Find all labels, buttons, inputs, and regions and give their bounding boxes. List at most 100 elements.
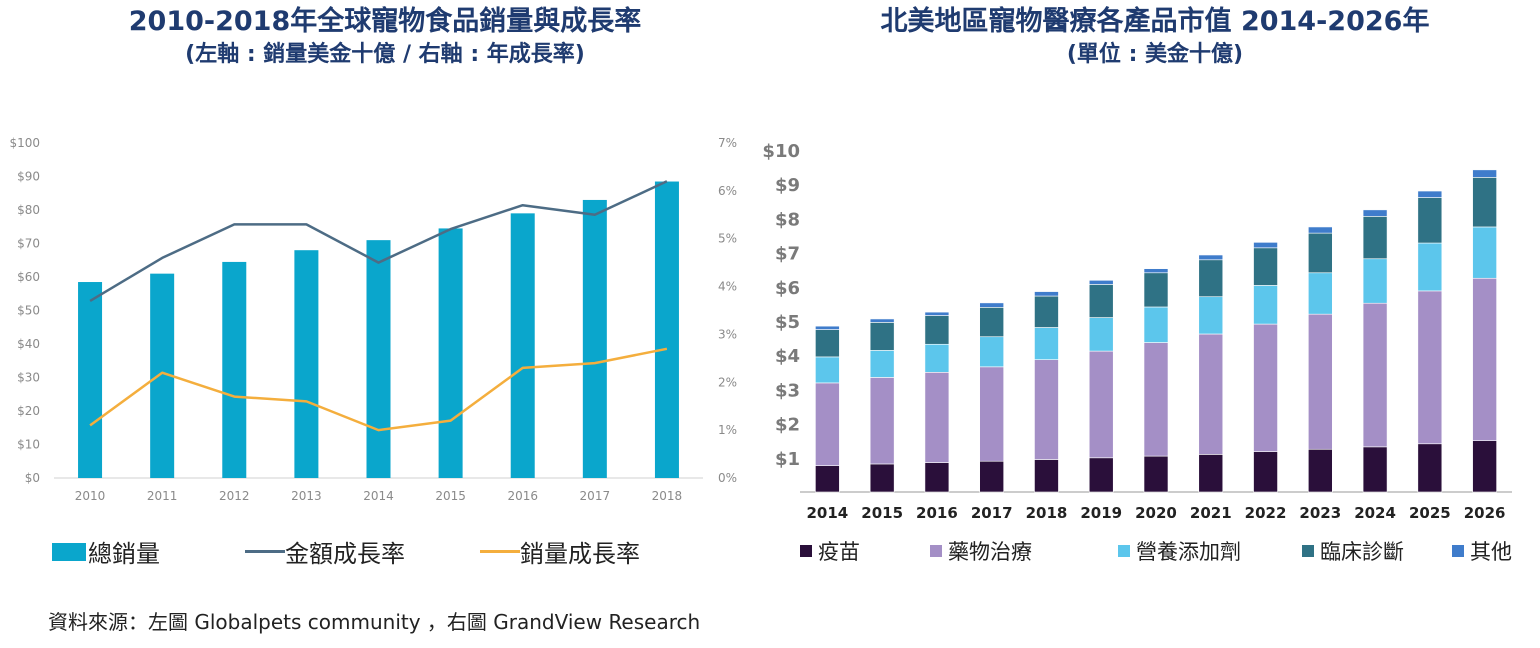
x-tick-label: 2011 (147, 489, 178, 503)
stacked-bar-segment-2 (1308, 313, 1333, 450)
stacked-bar-segment-3 (1198, 296, 1224, 335)
right-y-tick-label: 1% (718, 423, 737, 437)
x-tick-label: 2017 (580, 489, 611, 503)
legend-item-vaccine: 疫苗 (800, 536, 860, 566)
y-tick-label: $10 (762, 141, 800, 162)
left-y-tick-label: $60 (17, 270, 40, 284)
legend-label-vaccine: 疫苗 (818, 540, 860, 564)
legend-label-value-growth: 金額成長率 (285, 540, 405, 568)
left-y-tick-label: $80 (17, 203, 40, 217)
bar-total-sales (78, 282, 103, 478)
left-y-tick-label: $70 (17, 237, 40, 251)
stacked-bar-segment-1 (815, 465, 840, 493)
legend-swatch-total-sales (52, 542, 86, 561)
stacked-bar-segment-3 (1362, 258, 1388, 304)
bar-total-sales (510, 213, 535, 478)
bar-total-sales (294, 250, 319, 478)
stacked-bar-segment-5 (1472, 169, 1497, 178)
x-tick-label: 2019 (1080, 504, 1122, 522)
x-tick-label: 2013 (291, 489, 322, 503)
left-y-tick-label: $0 (25, 471, 40, 485)
right-y-tick-label: 4% (718, 280, 737, 294)
legend-swatch-medication (930, 545, 942, 557)
stacked-bar-segment-2 (1198, 333, 1224, 455)
stacked-bar-segment-4 (1088, 284, 1114, 318)
x-tick-label: 2012 (219, 489, 250, 503)
legend-item-total-sales: 總銷量 (52, 534, 160, 569)
stacked-bar-segment-3 (1253, 285, 1278, 325)
stacked-bar-segment-1 (1034, 459, 1059, 493)
x-tick-label: 2015 (861, 504, 903, 522)
stacked-bar-segment-5 (1034, 291, 1059, 297)
y-tick-label: $4 (775, 346, 800, 367)
stacked-bar-segment-1 (1143, 455, 1169, 493)
stacked-bar-segment-1 (1417, 443, 1443, 493)
legend-swatch-other (1452, 545, 1464, 557)
stacked-bar-segment-5 (924, 311, 950, 316)
legend-swatch-volume-growth (480, 550, 520, 553)
stacked-bar-segment-2 (1088, 350, 1114, 459)
stacked-bar-segment-4 (1198, 259, 1224, 298)
legend-label-supplements: 營養添加劑 (1136, 540, 1241, 564)
line-value-growth (89, 180, 668, 302)
stacked-bar-segment-2 (1417, 290, 1443, 445)
stacked-bar-segment-4 (869, 322, 895, 351)
right-y-tick-label: 7% (718, 136, 737, 150)
stacked-bar-segment-2 (979, 366, 1004, 462)
x-tick-label: 2020 (1135, 504, 1177, 522)
bar-total-sales (654, 181, 679, 478)
right-y-tick-label: 5% (718, 232, 737, 246)
left-y-tick-label: $20 (17, 404, 40, 418)
bar-total-sales (366, 240, 391, 478)
stacked-bar-segment-4 (924, 315, 950, 345)
stacked-bar-segment-5 (815, 325, 840, 330)
right-chart-subtitle: (單位 : 美金十億) (1066, 42, 1244, 67)
legend-label-medication: 藥物治療 (948, 540, 1032, 564)
x-tick-label: 2016 (507, 489, 538, 503)
stacked-bar-segment-3 (1308, 272, 1333, 315)
left-y-tick-label: $40 (17, 337, 40, 351)
stacked-bar-segment-2 (1143, 342, 1169, 457)
legend-item-supplements: 營養添加劑 (1118, 536, 1241, 566)
stacked-bar-segment-1 (1198, 454, 1224, 493)
stacked-bar-segment-5 (869, 318, 895, 323)
stacked-bar-segment-3 (924, 343, 950, 373)
left-y-tick-label: $50 (17, 304, 40, 318)
legend-label-total-sales: 總銷量 (88, 540, 160, 568)
stacked-bar-segment-1 (1253, 451, 1278, 493)
stacked-bar-segment-5 (1143, 268, 1169, 274)
x-tick-label: 2023 (1299, 504, 1341, 522)
bar-total-sales (582, 199, 607, 478)
left-chart-plot: $0 $10 $20 $30 $40 $50 $60 $70 $80 $90 $100 0% 1% 2% 3… (9, 136, 737, 503)
stacked-bar-segment-3 (869, 350, 895, 378)
left-chart-title-block: 2010-2018年全球寵物食品銷量與成長率 (左軸 : 銷量美金十億 / 右軸… (0, 4, 770, 70)
stacked-bar-segment-1 (924, 462, 950, 493)
right-y-tick-label: 6% (718, 184, 737, 198)
stacked-bar-segment-2 (1472, 277, 1497, 441)
right-y-tick-label: 0% (718, 471, 737, 485)
legend-item-diagnostics: 臨床診斷 (1302, 536, 1404, 566)
stacked-bar-segment-1 (869, 463, 895, 493)
x-tick-label: 2021 (1190, 504, 1232, 522)
stacked-bar-segment-5 (1198, 254, 1224, 261)
stacked-bar-segment-5 (979, 302, 1004, 308)
stacked-bar-segment-5 (1308, 226, 1333, 234)
legend-item-volume-growth: 銷量成長率 (480, 534, 640, 569)
left-y-tick-label: $90 (17, 170, 40, 184)
x-tick-label: 2015 (435, 489, 466, 503)
y-tick-label: $1 (775, 449, 800, 470)
x-tick-label: 2025 (1409, 504, 1451, 522)
stacked-bar-segment-5 (1088, 280, 1114, 285)
stacked-bar-segment-4 (815, 329, 840, 358)
stacked-bar-segment-1 (1308, 448, 1333, 493)
stacked-bar-segment-2 (869, 377, 895, 465)
stacked-bar-segment-4 (979, 307, 1004, 338)
stacked-bar-segment-4 (1034, 295, 1059, 328)
legend-swatch-supplements (1118, 545, 1130, 557)
stacked-bar-segment-3 (1472, 226, 1497, 279)
bar-total-sales (222, 261, 247, 478)
stacked-bar-segment-3 (1034, 327, 1059, 360)
y-tick-label: $6 (775, 278, 800, 299)
right-chart-plot: $1 $2 $3 $4 $5 $6 $7 $8 $9 $10 2014 2015 2016 2017 201… (762, 141, 1512, 522)
bar-total-sales (438, 228, 463, 478)
